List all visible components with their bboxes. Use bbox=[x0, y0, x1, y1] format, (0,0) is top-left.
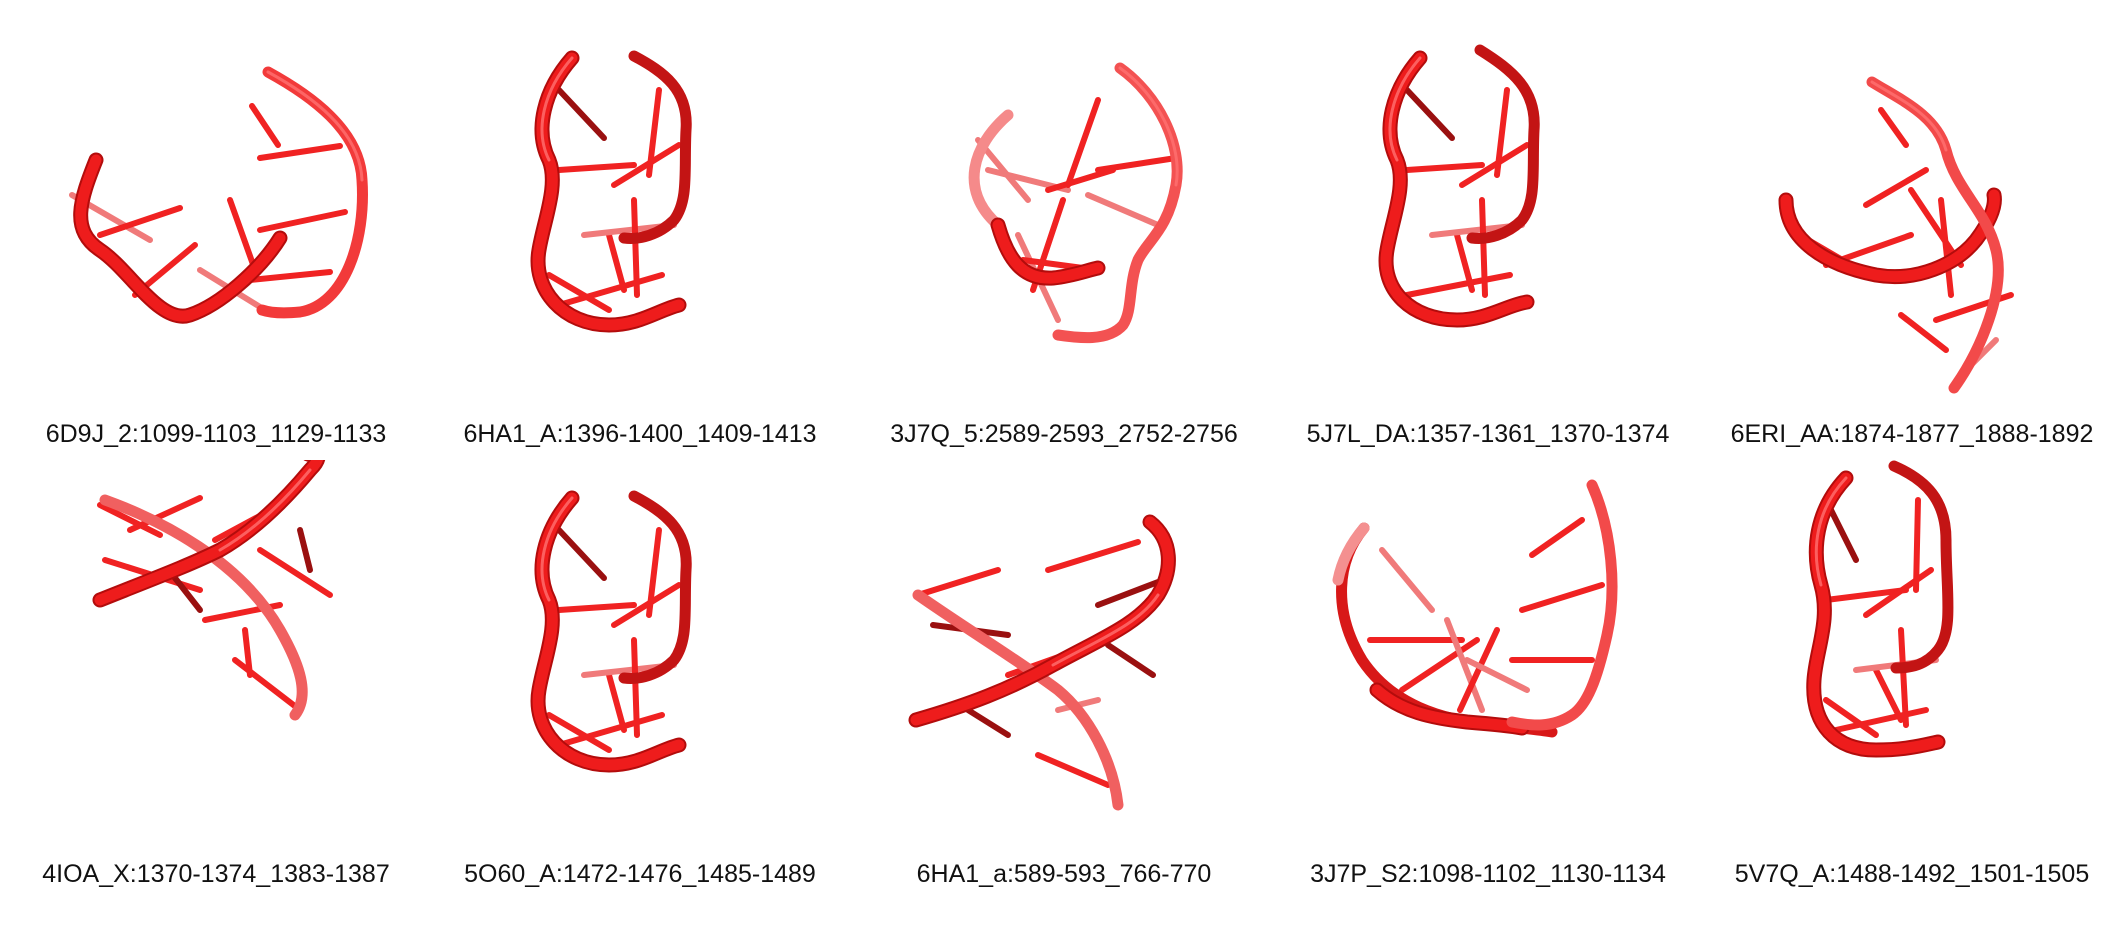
rna-structure-image bbox=[1806, 460, 1954, 758]
rna-structure-image bbox=[69, 66, 368, 324]
structure-label: 5J7L_DA:1357-1361_1370-1374 bbox=[1306, 420, 1670, 448]
rna-structure-image bbox=[1332, 479, 1618, 738]
rna-structure-image bbox=[1778, 76, 2014, 394]
structure-label: 6HA1_a:589-593_766-770 bbox=[916, 860, 1212, 888]
panel-8: 6HA1_a:589-593_766-770 bbox=[858, 460, 1270, 890]
structure-label: 6D9J_2:1099-1103_1129-1133 bbox=[45, 420, 387, 448]
panel-5: 6ERI_AA:1874-1877_1888-1892 bbox=[1706, 20, 2118, 450]
panel-9: 3J7P_S2:1098-1102_1130-1134 bbox=[1282, 460, 1694, 890]
structure-label: 3J7Q_5:2589-2593_2752-2756 bbox=[890, 420, 1238, 448]
rna-structure-image bbox=[530, 490, 692, 773]
structure-label: 5O60_A:1472-1476_1485-1489 bbox=[464, 860, 816, 888]
panel-3: 3J7Q_5:2589-2593_2752-2756 bbox=[858, 20, 1270, 450]
panel-6: 4IOA_X:1370-1374_1383-1387 bbox=[10, 460, 422, 890]
rna-structure-image bbox=[92, 460, 333, 721]
structure-label: 6ERI_AA:1874-1877_1888-1892 bbox=[1730, 420, 2094, 448]
panel-7: 5O60_A:1472-1476_1485-1489 bbox=[434, 460, 846, 890]
panel-10: 5V7Q_A:1488-1492_1501-1505 bbox=[1706, 460, 2118, 890]
rna-structure-image bbox=[968, 62, 1183, 344]
structure-label: 6HA1_A:1396-1400_1409-1413 bbox=[463, 420, 817, 448]
structure-label: 5V7Q_A:1488-1492_1501-1505 bbox=[1734, 860, 2090, 888]
panel-4: 5J7L_DA:1357-1361_1370-1374 bbox=[1282, 20, 1694, 450]
panel-2: 6HA1_A:1396-1400_1409-1413 bbox=[434, 20, 846, 450]
structure-label: 4IOA_X:1370-1374_1383-1387 bbox=[42, 860, 390, 888]
structure-label: 3J7P_S2:1098-1102_1130-1134 bbox=[1310, 860, 1666, 888]
rna-structure-image bbox=[530, 50, 692, 333]
rna-structure-image bbox=[1378, 44, 1540, 328]
panel-1: 6D9J_2:1099-1103_1129-1133 bbox=[10, 20, 422, 450]
rna-structure-image bbox=[908, 514, 1176, 811]
